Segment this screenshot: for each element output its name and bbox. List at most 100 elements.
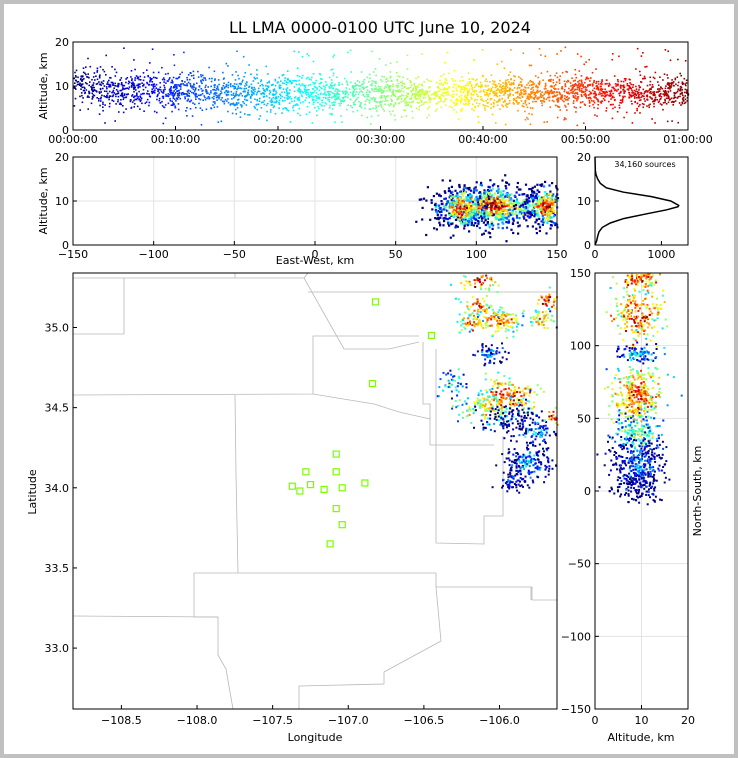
time-source-point <box>556 94 559 96</box>
ew-source-point <box>453 206 456 209</box>
time-source-point <box>217 96 219 98</box>
time-source-point <box>576 88 578 91</box>
plan-source-point <box>531 324 534 327</box>
time-source-point <box>403 86 405 89</box>
time-source-point <box>455 104 457 106</box>
time-source-point <box>156 77 158 79</box>
ew-source-point <box>448 224 451 227</box>
ew-source-point <box>526 211 529 214</box>
time-source-point <box>283 82 286 85</box>
time-source-point <box>239 82 241 85</box>
time-source-point <box>619 99 622 102</box>
time-source-point <box>314 86 317 89</box>
ew-source-point <box>540 196 543 199</box>
time-source-point <box>178 85 181 87</box>
y-tick-label: 0 <box>62 239 69 252</box>
time-source-point <box>633 89 636 92</box>
time-source-point <box>667 97 669 100</box>
time-source-point <box>348 88 351 91</box>
ew-source-point <box>446 209 449 212</box>
time-source-point <box>539 90 541 92</box>
ew-source-point <box>524 203 527 206</box>
time-source-point <box>288 102 291 104</box>
plan-source-point <box>454 297 457 300</box>
ew-source-point <box>476 224 479 228</box>
time-source-point <box>661 87 664 90</box>
plan-source-point <box>512 330 515 333</box>
ew-source-point <box>553 199 556 202</box>
time-source-point <box>673 92 675 94</box>
time-source-point <box>186 79 189 81</box>
time-source-point <box>512 89 514 91</box>
time-source-point <box>146 69 148 71</box>
ew-source-point <box>499 194 502 197</box>
ew-source-point <box>516 200 519 203</box>
time-source-point <box>137 85 140 87</box>
time-source-point <box>211 96 214 99</box>
ew-source-point <box>548 202 551 205</box>
plan-source-point <box>455 389 458 392</box>
ew-source-point <box>457 194 460 197</box>
time-source-point <box>490 74 493 76</box>
time-source-point <box>546 70 549 73</box>
ew-source-point <box>505 221 508 224</box>
time-source-point <box>229 84 232 86</box>
time-source-point <box>561 87 563 89</box>
time-source-point <box>144 86 147 89</box>
time-source-point <box>639 74 642 76</box>
time-source-point <box>227 91 230 93</box>
time-source-point <box>531 113 533 116</box>
time-source-point <box>537 76 539 79</box>
time-source-point <box>245 99 248 101</box>
time-source-point <box>612 86 615 89</box>
plan-source-point <box>513 321 516 324</box>
time-source-point <box>685 82 688 84</box>
time-source-point <box>507 96 510 98</box>
time-source-point <box>504 123 507 126</box>
time-source-point <box>100 100 102 102</box>
time-source-point <box>171 79 173 82</box>
time-source-point <box>616 110 619 113</box>
ew-source-point <box>462 188 465 191</box>
time-source-point <box>103 85 106 87</box>
plan-source-point <box>517 386 520 389</box>
time-source-point <box>200 124 203 126</box>
time-source-point <box>563 100 565 103</box>
plan-source-point <box>493 380 496 383</box>
time-source-point <box>248 85 251 88</box>
ew-source-point <box>463 187 466 190</box>
time-source-point <box>374 98 376 100</box>
plan-source-point <box>505 327 508 330</box>
plan-source-point <box>442 389 445 392</box>
time-source-point <box>214 79 216 81</box>
time-source-point <box>90 86 92 88</box>
plan-source-point <box>476 350 479 353</box>
ew-source-point <box>479 191 482 194</box>
time-source-point <box>236 107 239 109</box>
time-source-point <box>172 97 175 100</box>
plan-source-point <box>469 284 472 287</box>
time-source-point <box>293 97 296 99</box>
time-source-point <box>531 107 534 109</box>
plan-source-point <box>452 375 454 378</box>
time-source-point <box>460 86 463 88</box>
time-source-point <box>428 105 430 108</box>
time-source-point <box>518 102 520 104</box>
time-source-point <box>456 90 459 92</box>
time-source-point <box>363 78 366 81</box>
plan-source-point <box>473 316 476 319</box>
time-source-point <box>217 89 220 91</box>
time-source-point <box>487 84 489 87</box>
time-source-point <box>366 91 368 94</box>
time-source-point <box>98 92 101 94</box>
plan-source-point <box>553 298 556 301</box>
ew-source-point <box>490 209 493 212</box>
time-source-point <box>283 96 286 99</box>
ew-source-point <box>430 201 433 204</box>
time-source-point <box>297 112 299 115</box>
ew-source-point <box>464 191 467 194</box>
time-source-point <box>582 83 584 86</box>
time-source-point <box>389 90 391 92</box>
time-source-point <box>389 71 392 73</box>
time-source-point <box>681 83 684 86</box>
